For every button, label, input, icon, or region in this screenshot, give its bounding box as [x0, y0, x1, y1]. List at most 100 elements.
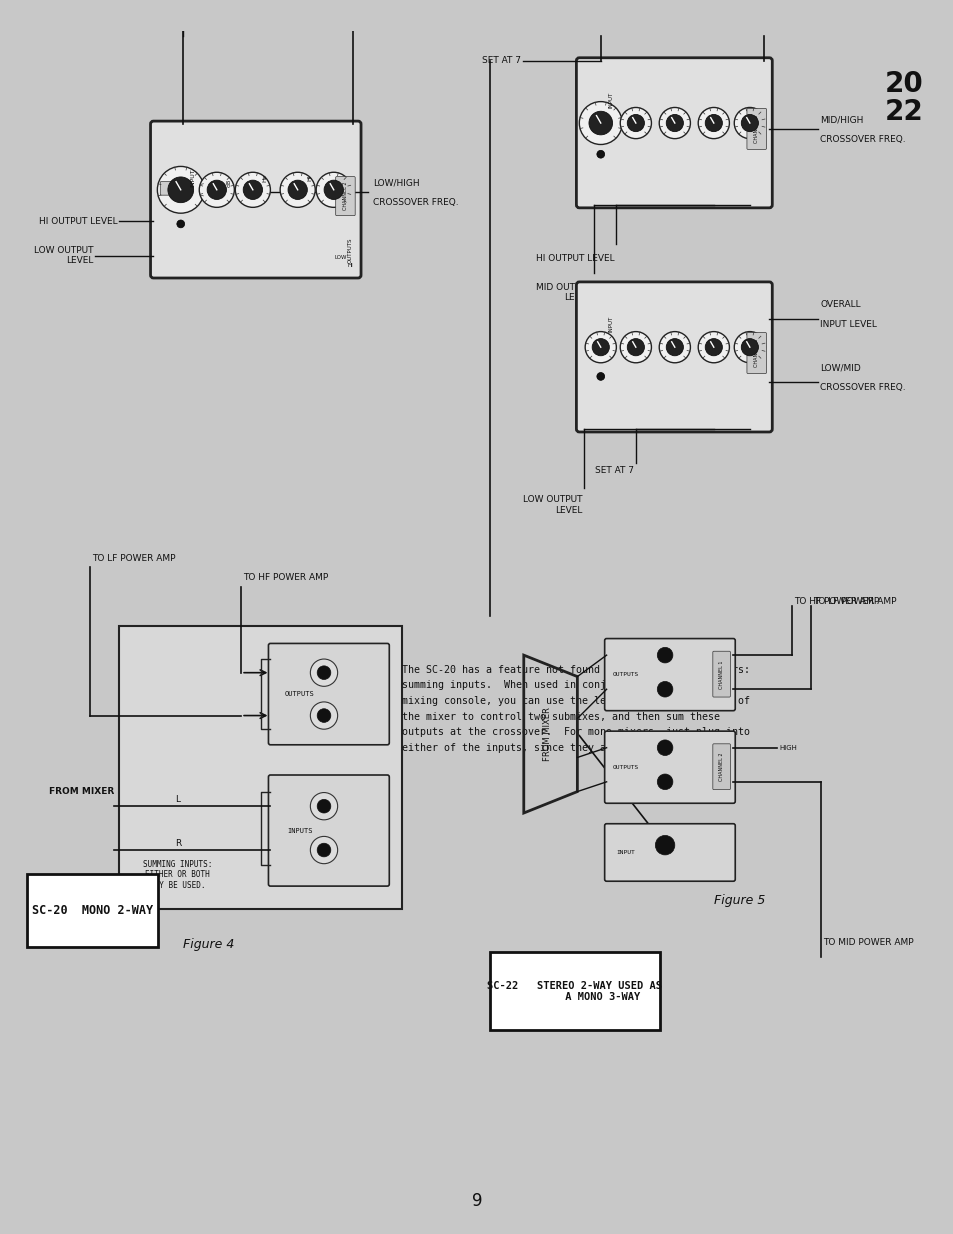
Text: INPUT: INPUT [616, 850, 635, 855]
Text: OUTPUTS: OUTPUTS [284, 691, 314, 697]
Circle shape [698, 332, 729, 363]
Circle shape [584, 332, 616, 363]
Circle shape [243, 180, 262, 200]
FancyBboxPatch shape [268, 775, 389, 886]
FancyBboxPatch shape [151, 121, 360, 278]
Text: TO HF POWER AMP: TO HF POWER AMP [243, 573, 328, 582]
Text: HI OUTPUT LEVEL: HI OUTPUT LEVEL [39, 217, 117, 226]
Text: TO LF POWER AMP: TO LF POWER AMP [812, 597, 896, 606]
Circle shape [316, 843, 331, 856]
Text: SET AT 7: SET AT 7 [481, 57, 520, 65]
Text: CHANNEL 1: CHANNEL 1 [719, 660, 723, 689]
Text: Hz: Hz [262, 174, 268, 181]
Text: TO HF POWER AMP: TO HF POWER AMP [793, 597, 878, 606]
Text: HIGH: HIGH [779, 744, 796, 750]
Circle shape [316, 708, 331, 722]
Text: OUTPUTS: OUTPUTS [613, 673, 639, 677]
Text: MID/HIGH: MID/HIGH [820, 115, 862, 125]
Circle shape [310, 792, 337, 819]
Text: CROSSOVER FREQ.: CROSSOVER FREQ. [373, 199, 457, 207]
Text: Figure 4: Figure 4 [183, 938, 233, 950]
Text: INPUT LEVEL: INPUT LEVEL [820, 320, 876, 329]
Text: LOW/HIGH: LOW/HIGH [373, 179, 419, 188]
Circle shape [627, 115, 643, 132]
Text: INPUT: INPUT [191, 168, 195, 186]
Text: dB: dB [226, 179, 232, 186]
Text: MID OUTPUT
LEVEL: MID OUTPUT LEVEL [536, 283, 592, 302]
Text: LOW: LOW [343, 712, 359, 718]
Text: R: R [174, 839, 181, 848]
Circle shape [665, 115, 682, 132]
Text: Figure 5: Figure 5 [713, 893, 764, 907]
Text: CHANNEL 2: CHANNEL 2 [754, 115, 759, 143]
Text: LOW OUTPUT
LEVEL: LOW OUTPUT LEVEL [522, 495, 581, 515]
Circle shape [655, 835, 674, 855]
Circle shape [597, 151, 604, 158]
Circle shape [157, 167, 204, 213]
Text: SUMMING INPUTS:
EITHER OR BOTH
MAY BE USED.: SUMMING INPUTS: EITHER OR BOTH MAY BE US… [143, 860, 213, 890]
Text: either of the inputs, since they are identical.: either of the inputs, since they are ide… [401, 743, 683, 753]
Circle shape [310, 837, 337, 864]
Circle shape [657, 774, 672, 790]
Text: 22: 22 [883, 97, 923, 126]
Text: TO MID POWER AMP: TO MID POWER AMP [822, 939, 913, 948]
Circle shape [316, 666, 331, 680]
Text: the mixer to control two submixes, and then sum these: the mixer to control two submixes, and t… [401, 712, 720, 722]
Text: CROSSOVER FREQ.: CROSSOVER FREQ. [820, 384, 904, 392]
Text: LOW OUTPUT
LEVEL: LOW OUTPUT LEVEL [33, 246, 93, 265]
Text: L: L [175, 795, 180, 805]
Circle shape [627, 338, 643, 355]
Text: 9: 9 [471, 1192, 482, 1209]
Text: CHANNEL 2: CHANNEL 2 [719, 753, 723, 781]
Bar [27, 875, 158, 948]
Text: TO LF POWER AMP: TO LF POWER AMP [92, 554, 175, 563]
Circle shape [578, 101, 621, 144]
Text: LOW/MID: LOW/MID [820, 364, 860, 373]
Text: 20: 20 [883, 70, 923, 99]
Circle shape [657, 740, 672, 755]
FancyBboxPatch shape [268, 643, 389, 745]
Text: OUTPUTS: OUTPUTS [613, 765, 639, 770]
Text: SET AT 7: SET AT 7 [595, 466, 633, 475]
Text: INPUTS: INPUTS [287, 828, 312, 833]
Circle shape [588, 111, 612, 135]
Text: HI: HI [347, 263, 353, 268]
Text: OUTPUTS: OUTPUTS [348, 238, 353, 264]
Circle shape [168, 176, 193, 202]
Circle shape [619, 332, 651, 363]
FancyBboxPatch shape [746, 109, 765, 149]
FancyBboxPatch shape [712, 744, 730, 790]
Circle shape [665, 338, 682, 355]
FancyBboxPatch shape [335, 176, 355, 216]
Text: CROSSOVER FREQ.: CROSSOVER FREQ. [820, 135, 904, 143]
Bar [119, 626, 401, 908]
Circle shape [280, 173, 314, 207]
Text: HIGH: HIGH [343, 670, 361, 676]
Text: SC-20  MONO 2-WAY: SC-20 MONO 2-WAY [32, 905, 152, 917]
Text: HI: HI [307, 174, 312, 181]
FancyBboxPatch shape [576, 281, 772, 432]
Text: mixing console, you can use the left and right channels of: mixing console, you can use the left and… [401, 696, 749, 706]
Circle shape [659, 107, 690, 138]
Circle shape [310, 702, 337, 729]
Circle shape [316, 800, 331, 813]
FancyBboxPatch shape [604, 732, 735, 803]
Circle shape [659, 332, 690, 363]
FancyBboxPatch shape [160, 181, 192, 195]
Circle shape [592, 338, 609, 355]
Circle shape [310, 659, 337, 686]
Circle shape [734, 107, 764, 138]
Text: FROM MIXER: FROM MIXER [542, 707, 552, 761]
Circle shape [288, 180, 307, 200]
Text: summing inputs.  When used in conjunction with a stereo: summing inputs. When used in conjunction… [401, 680, 731, 691]
Text: INPUT LEVEL: INPUT LEVEL [373, 0, 429, 1]
Text: INPUT: INPUT [608, 91, 613, 107]
Text: The SC-20 has a feature not found on our other crossovers:: The SC-20 has a feature not found on our… [401, 665, 749, 675]
Text: INPUT: INPUT [608, 316, 613, 332]
FancyBboxPatch shape [746, 333, 765, 374]
Circle shape [207, 180, 226, 200]
Text: SC-22   STEREO 2-WAY USED AS
         A MONO 3-WAY: SC-22 STEREO 2-WAY USED AS A MONO 3-WAY [487, 981, 661, 1002]
Circle shape [740, 338, 758, 355]
Text: OVERALL: OVERALL [820, 300, 860, 310]
Text: LOW: LOW [334, 255, 347, 260]
